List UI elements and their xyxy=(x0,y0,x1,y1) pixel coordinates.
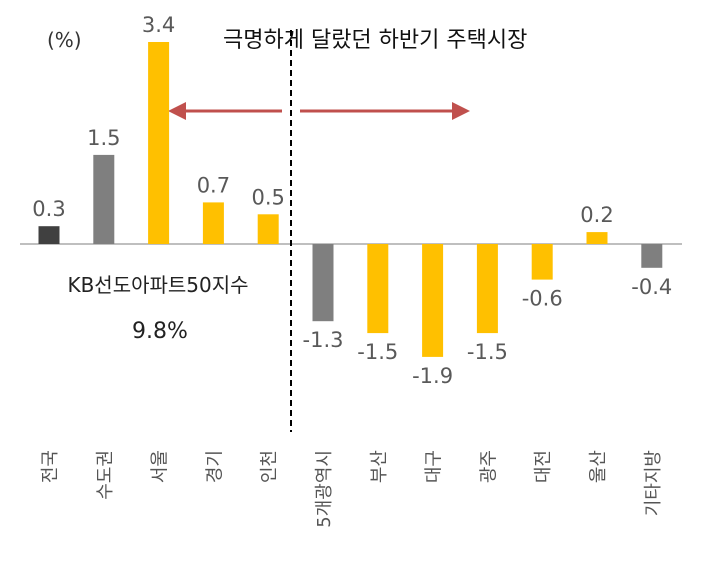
bar-2 xyxy=(148,42,170,244)
value-label-4: 0.5 xyxy=(251,185,284,209)
left-arrow xyxy=(168,102,282,120)
category-label-9: 대전 xyxy=(533,450,554,483)
bar-8 xyxy=(476,244,498,334)
category-label-1: 수도권 xyxy=(95,450,116,500)
chart-title: 극명하게 달랐던 하반기 주택시장 xyxy=(223,28,527,53)
bar-7 xyxy=(422,244,444,357)
category-label-2: 서울 xyxy=(150,450,171,483)
category-label-4: 인천 xyxy=(259,450,280,483)
category-label-6: 부산 xyxy=(369,450,390,483)
category-label-0: 전국 xyxy=(40,450,61,483)
bar-3 xyxy=(202,202,224,244)
category-label-11: 기타지방 xyxy=(643,450,664,516)
bar-11 xyxy=(641,244,663,268)
category-label-5: 5개광역시 xyxy=(314,450,335,528)
category-labels-group: 전국 수도권 서울 경기 인천 5개광역시 부산 대구 광주 대전 울산 기타지방 xyxy=(40,450,664,528)
value-label-9: -0.6 xyxy=(522,287,563,311)
category-label-8: 광주 xyxy=(478,450,499,483)
bar-5 xyxy=(312,244,334,322)
value-label-5: -1.3 xyxy=(303,328,344,352)
value-label-7: -1.9 xyxy=(412,364,453,388)
value-label-1: 1.5 xyxy=(87,126,120,150)
value-label-8: -1.5 xyxy=(467,340,508,364)
bar-0 xyxy=(38,226,60,244)
bar-6 xyxy=(367,244,389,334)
value-label-11: -0.4 xyxy=(631,275,672,299)
bar-9 xyxy=(531,244,553,280)
category-label-7: 대구 xyxy=(424,450,445,483)
index-annotation-value: 9.8% xyxy=(132,319,188,344)
value-label-0: 0.3 xyxy=(32,197,65,221)
bars-group xyxy=(38,42,663,357)
value-label-2: 3.4 xyxy=(142,13,175,37)
value-label-10: 0.2 xyxy=(580,203,613,227)
bar-4 xyxy=(257,214,279,244)
value-label-3: 0.7 xyxy=(197,173,230,197)
value-labels-group: 0.3 1.5 3.4 0.7 0.5 -1.3 -1.5 -1.9 -1.5 -0.6 0.2 -0… xyxy=(32,13,672,388)
bar-10 xyxy=(586,232,608,244)
y-unit-label: (%) xyxy=(47,28,82,52)
value-label-6: -1.5 xyxy=(357,340,398,364)
category-label-3: 경기 xyxy=(204,450,225,483)
category-label-10: 울산 xyxy=(588,450,609,483)
index-annotation-label: KB선도아파트50지수 xyxy=(67,273,248,297)
right-arrow xyxy=(300,102,470,120)
bar-1 xyxy=(93,154,115,244)
